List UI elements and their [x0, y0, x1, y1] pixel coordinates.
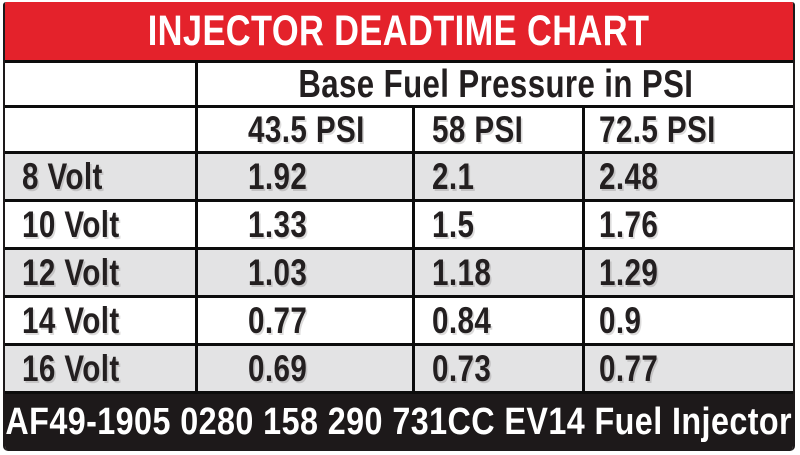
- value-cell: 0.84: [412, 298, 582, 343]
- table-row-12-volt: 12 Volt 1.03 1.18 1.29: [5, 247, 793, 295]
- value-cell: 1.5: [412, 202, 582, 247]
- row-label: 16 Volt: [22, 347, 120, 389]
- column-header-72-5-psi: 72.5 PSI: [582, 108, 793, 151]
- row-label-cell: 12 Volt: [5, 250, 195, 295]
- chart-title-banner: INJECTOR DEADTIME CHART: [5, 2, 793, 60]
- part-number-footer: AF49-1905 0280 158 290 731CC EV14 Fuel I…: [5, 391, 793, 451]
- value-cell: 0.69: [195, 346, 412, 391]
- deadtime-value: 1.92: [248, 155, 308, 197]
- table-row-10-volt: 10 Volt 1.33 1.5 1.76: [5, 199, 793, 247]
- deadtime-value: 1.03: [248, 251, 308, 293]
- value-cell: 1.18: [412, 250, 582, 295]
- row-label-cell: 14 Volt: [5, 298, 195, 343]
- deadtime-value: 1.18: [432, 251, 492, 293]
- column-header-text: 72.5 PSI: [599, 108, 716, 150]
- column-group-header-text: Base Fuel Pressure in PSI: [298, 63, 693, 106]
- value-cell: 1.03: [195, 250, 412, 295]
- value-cell: 1.33: [195, 202, 412, 247]
- value-cell: 2.48: [582, 154, 793, 199]
- deadtime-value: 1.29: [599, 251, 659, 293]
- chart-frame: INJECTOR DEADTIME CHART Base Fuel Pressu…: [3, 2, 795, 451]
- deadtime-value: 0.77: [248, 299, 308, 341]
- deadtime-value: 0.84: [432, 299, 492, 341]
- table-row-14-volt: 14 Volt 0.77 0.84 0.9: [5, 295, 793, 343]
- row-label: 10 Volt: [22, 203, 120, 245]
- deadtime-value: 0.9: [599, 299, 642, 341]
- row-label: 12 Volt: [22, 251, 120, 293]
- value-cell: 0.77: [582, 346, 793, 391]
- value-cell: 1.76: [582, 202, 793, 247]
- column-header-text: 58 PSI: [432, 108, 524, 150]
- row-label-cell: 8 Volt: [5, 154, 195, 199]
- column-header-text: 43.5 PSI: [248, 108, 365, 150]
- deadtime-value: 1.33: [248, 203, 308, 245]
- value-cell: 1.29: [582, 250, 793, 295]
- column-header-58-psi: 58 PSI: [412, 108, 582, 151]
- row-label: 14 Volt: [22, 299, 120, 341]
- deadtime-value: 2.1: [432, 155, 475, 197]
- value-cell: 2.1: [412, 154, 582, 199]
- row-label-cell: 10 Volt: [5, 202, 195, 247]
- deadtime-value: 1.76: [599, 203, 659, 245]
- value-cell: 0.73: [412, 346, 582, 391]
- column-header-row: 43.5 PSI 58 PSI 72.5 PSI: [5, 105, 793, 151]
- row-label-cell: 16 Volt: [5, 346, 195, 391]
- column-group-header-row: Base Fuel Pressure in PSI: [5, 60, 793, 107]
- value-cell: 1.92: [195, 154, 412, 199]
- table-row-16-volt: 16 Volt 0.69 0.73 0.77: [5, 343, 793, 391]
- column-header-43-5-psi: 43.5 PSI: [195, 108, 412, 151]
- value-cell: 0.77: [195, 298, 412, 343]
- column-group-header-cell: Base Fuel Pressure in PSI: [195, 63, 793, 107]
- deadtime-value: 1.5: [432, 203, 475, 245]
- deadtime-value: 0.77: [599, 347, 659, 389]
- deadtime-value: 2.48: [599, 155, 659, 197]
- part-number-text: AF49-1905 0280 158 290 731CC EV14 Fuel I…: [5, 401, 793, 443]
- deadtime-value: 0.69: [248, 347, 308, 389]
- corner-empty-cell: [5, 63, 195, 107]
- table-row-8-volt: 8 Volt 1.92 2.1 2.48: [5, 151, 793, 199]
- chart-title: INJECTOR DEADTIME CHART: [148, 6, 650, 55]
- row-label: 8 Volt: [22, 155, 103, 197]
- deadtime-value: 0.73: [432, 347, 492, 389]
- value-cell: 0.9: [582, 298, 793, 343]
- corner-empty-cell-2: [5, 108, 195, 151]
